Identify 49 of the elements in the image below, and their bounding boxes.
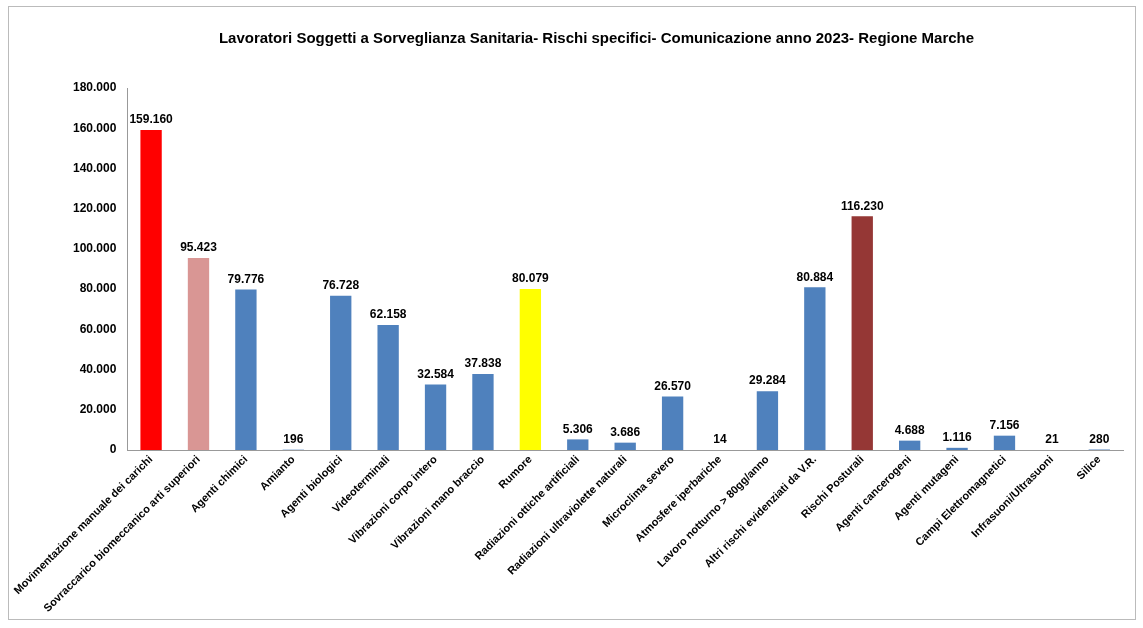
bar bbox=[235, 289, 257, 451]
bar bbox=[187, 258, 210, 451]
bar bbox=[898, 440, 921, 451]
y-tick-label: 100.000 bbox=[72, 241, 117, 256]
bar bbox=[472, 373, 494, 451]
bar bbox=[756, 391, 779, 451]
data-label: 159.160 bbox=[129, 112, 174, 127]
data-label: 26.570 bbox=[654, 378, 692, 393]
data-label: 32.584 bbox=[417, 366, 455, 381]
data-label: 3.686 bbox=[610, 424, 641, 439]
data-label: 80.079 bbox=[512, 271, 550, 286]
y-tick-label: 140.000 bbox=[72, 160, 117, 175]
bar bbox=[330, 295, 352, 451]
data-label: 76.728 bbox=[322, 278, 360, 293]
bar bbox=[993, 435, 1016, 451]
chart-title: Lavoratori Soggetti a Sorveglianza Sanitaria- Rischi specifici- Comunicazione anno 2023- Regione Marche bbox=[218, 29, 975, 47]
bar bbox=[804, 287, 826, 451]
data-label: 14 bbox=[713, 432, 727, 447]
bar bbox=[519, 288, 542, 451]
data-label: 5.306 bbox=[562, 421, 594, 436]
bar bbox=[567, 439, 589, 451]
data-label: 95.423 bbox=[180, 240, 218, 255]
data-label: 29.284 bbox=[749, 373, 787, 388]
bar bbox=[946, 447, 968, 451]
bar bbox=[614, 442, 636, 451]
bar bbox=[424, 384, 447, 451]
bar bbox=[140, 129, 162, 451]
data-label: 21 bbox=[1045, 432, 1059, 447]
y-tick-label: 120.000 bbox=[72, 201, 117, 215]
bar bbox=[377, 325, 399, 451]
data-label: 37.838 bbox=[464, 356, 502, 371]
data-label: 280 bbox=[1089, 431, 1110, 446]
y-tick-label: 160.000 bbox=[72, 120, 117, 135]
y-tick-label: 0 bbox=[109, 442, 117, 457]
bar bbox=[661, 396, 684, 451]
data-label: 62.158 bbox=[369, 307, 407, 322]
data-label: 1.116 bbox=[942, 430, 973, 445]
bar bbox=[851, 216, 873, 451]
data-label: 116.230 bbox=[840, 198, 884, 213]
y-tick-label: 20.000 bbox=[79, 402, 117, 417]
y-tick-label: 80.000 bbox=[79, 281, 117, 296]
data-label: 196 bbox=[283, 431, 304, 446]
data-label: 80.884 bbox=[796, 269, 834, 284]
data-label: 4.688 bbox=[894, 422, 925, 437]
y-tick-label: 40.000 bbox=[79, 361, 117, 376]
y-tick-label: 180.000 bbox=[72, 80, 117, 95]
data-label: 7.156 bbox=[989, 417, 1020, 432]
data-label: 79.776 bbox=[227, 271, 265, 286]
y-tick-label: 60.000 bbox=[79, 321, 117, 336]
